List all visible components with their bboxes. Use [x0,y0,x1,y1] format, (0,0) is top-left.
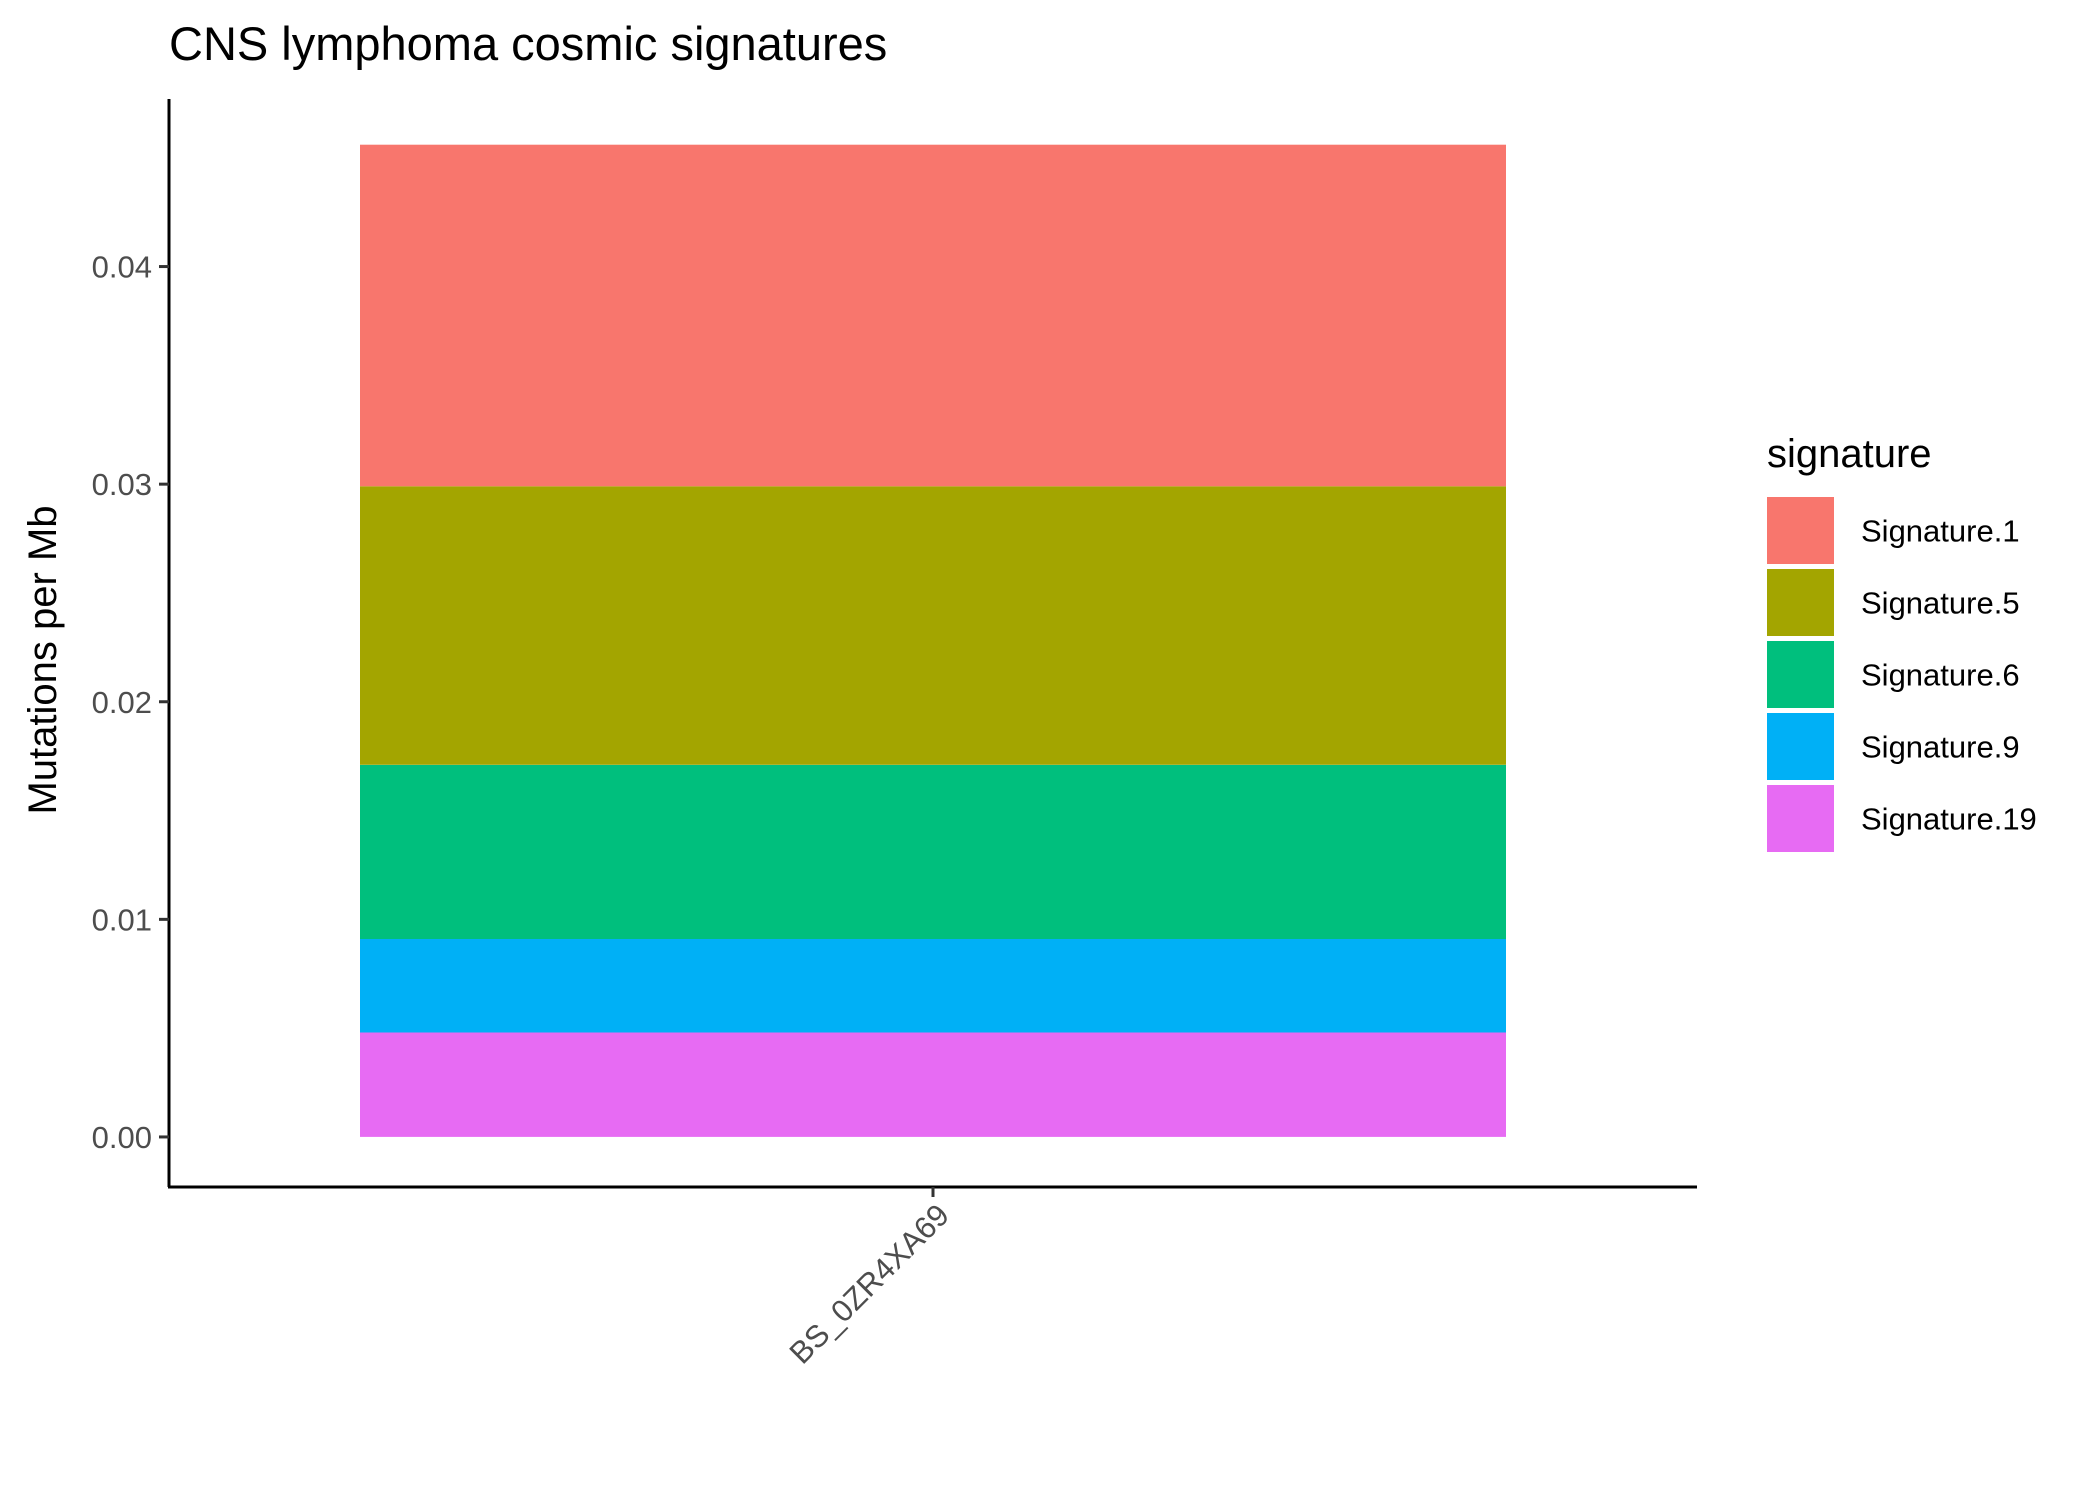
legend-label: Signature.5 [1861,586,2020,621]
bar-segment-signature-1 [360,144,1506,487]
y-tick-label: 0.02 [92,685,152,720]
legend-key-signature-1 [1767,497,1834,564]
legend-label: Signature.9 [1861,730,2020,765]
bar-segment-signature-9 [360,938,1506,1033]
y-tick-label: 0.04 [92,250,152,285]
chart-title: CNS lymphoma cosmic signatures [169,17,887,70]
legend-key-signature-5 [1767,569,1834,636]
y-tick-label: 0.01 [92,902,152,937]
legend-label: Signature.19 [1861,802,2037,837]
y-tick-label: 0.03 [92,467,152,502]
legend-key-signature-19 [1767,785,1834,852]
legend: Signature.1 Signature.5 Signature.6 Signatu… [1767,497,2037,852]
bar-segment-signature-5 [360,486,1506,765]
legend-label: Signature.1 [1861,514,2020,549]
bars-group [360,144,1506,1137]
x-tick-label: BS_0ZR4XA69 [783,1197,956,1370]
y-ticks-group: 0.00 0.01 0.02 0.03 0.04 [92,250,169,1155]
legend-key-signature-6 [1767,641,1834,708]
legend-key-signature-9 [1767,713,1834,780]
x-ticks-group: BS_0ZR4XA69 [783,1187,956,1371]
bar-segment-signature-19 [360,1032,1506,1137]
bar-segment-signature-6 [360,764,1506,939]
legend-label: Signature.6 [1861,658,2020,693]
y-axis-title: Mutations per Mb [21,505,65,814]
legend-title: signature [1767,432,1932,476]
y-tick-label: 0.00 [92,1120,152,1155]
